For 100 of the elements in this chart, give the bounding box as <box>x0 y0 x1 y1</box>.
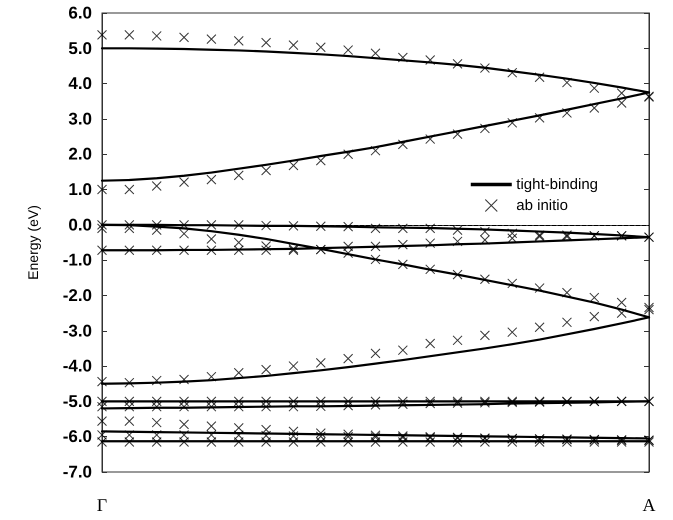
point <box>152 376 162 386</box>
point <box>206 396 216 406</box>
point <box>124 30 134 40</box>
point <box>507 228 518 238</box>
y-tick-label: 5.0 <box>68 38 92 58</box>
point <box>507 436 518 447</box>
point <box>316 358 326 368</box>
point <box>152 245 162 256</box>
point <box>124 245 134 256</box>
point <box>480 123 490 134</box>
point <box>398 139 408 150</box>
point <box>179 402 190 412</box>
y-tick-label: 4.0 <box>68 74 92 94</box>
point <box>97 184 107 195</box>
point <box>589 102 600 113</box>
point <box>261 245 272 256</box>
x-tick-label: Γ <box>96 495 108 515</box>
point <box>261 241 272 252</box>
point <box>261 38 272 48</box>
point <box>343 432 354 442</box>
point <box>179 32 190 42</box>
point <box>234 220 244 230</box>
point <box>452 58 463 69</box>
point <box>206 402 216 412</box>
point <box>124 416 134 426</box>
point <box>398 259 408 270</box>
legend-label: ab initio <box>516 197 568 214</box>
y-tick-label: 2.0 <box>68 144 92 164</box>
point <box>425 338 436 348</box>
point <box>644 302 654 312</box>
point <box>398 240 408 250</box>
legend-label: tight-binding <box>516 176 598 193</box>
point <box>261 220 272 231</box>
point <box>480 274 490 284</box>
point <box>288 220 298 231</box>
point <box>316 42 326 52</box>
point <box>370 254 380 264</box>
y-tick-label: -6.0 <box>62 427 92 446</box>
point <box>398 396 408 406</box>
point <box>425 264 436 274</box>
point <box>206 34 216 44</box>
point <box>562 78 572 88</box>
point <box>589 292 600 303</box>
point <box>589 83 600 94</box>
point <box>288 396 298 406</box>
y-tick-label: -2.0 <box>62 286 92 305</box>
point <box>534 283 545 294</box>
point <box>97 30 107 40</box>
point <box>398 223 408 234</box>
point <box>234 36 244 46</box>
point <box>480 330 490 340</box>
point <box>97 416 107 426</box>
point <box>343 149 354 160</box>
point <box>179 374 190 384</box>
point <box>343 222 354 232</box>
point <box>480 63 490 74</box>
point <box>261 402 272 412</box>
point <box>206 174 216 185</box>
point <box>206 372 216 382</box>
y-tick-label: 6.0 <box>68 4 92 22</box>
point <box>152 418 162 428</box>
y-tick-label: 3.0 <box>68 109 92 128</box>
point <box>562 288 572 298</box>
point <box>288 402 298 412</box>
point <box>124 220 134 230</box>
point <box>152 396 162 406</box>
x-tick-label: A <box>642 495 656 515</box>
point <box>97 220 107 230</box>
point <box>562 108 572 118</box>
point <box>425 396 436 406</box>
point <box>206 220 216 230</box>
point <box>234 368 244 378</box>
point <box>507 118 518 128</box>
point <box>234 396 244 406</box>
point <box>179 177 190 188</box>
point <box>398 399 408 410</box>
point <box>562 436 572 447</box>
point <box>589 312 600 322</box>
point <box>370 348 380 358</box>
point <box>234 402 244 412</box>
point <box>124 402 134 412</box>
point <box>343 396 354 406</box>
y-tick-label: -5.0 <box>62 392 92 411</box>
y-tick-label: -3.0 <box>62 321 92 340</box>
point <box>97 396 107 406</box>
point <box>507 233 518 244</box>
point <box>452 129 463 140</box>
point <box>97 245 107 256</box>
point <box>398 345 408 356</box>
point <box>370 223 380 234</box>
point <box>480 436 490 447</box>
point <box>124 396 134 406</box>
point <box>452 335 463 346</box>
point <box>562 317 572 328</box>
y-tick-label: 0.0 <box>68 215 92 234</box>
point <box>261 396 272 406</box>
point <box>288 361 298 372</box>
point <box>534 436 545 447</box>
point <box>316 431 326 442</box>
point <box>534 72 545 82</box>
